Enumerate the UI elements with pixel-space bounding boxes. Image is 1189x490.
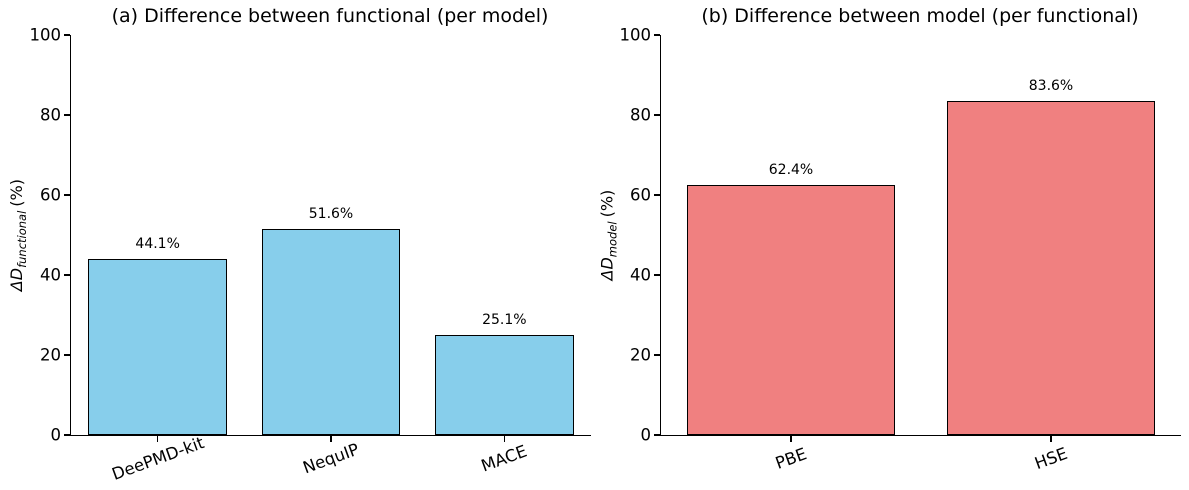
y-tick-mark bbox=[64, 354, 70, 356]
y-axis-symbol: ΔD bbox=[6, 267, 26, 292]
y-axis-units: (%) bbox=[596, 189, 616, 218]
y-axis-label-a: ΔDfunctional (%) bbox=[0, 35, 36, 435]
y-tick-mark bbox=[654, 354, 660, 356]
y-tick-label: 80 bbox=[40, 105, 61, 125]
panel-b: (b) Difference between model (per functi… bbox=[594, 0, 1189, 490]
y-tick-label: 0 bbox=[50, 425, 62, 445]
panel-a: (a) Difference between functional (per m… bbox=[0, 0, 594, 490]
bar bbox=[88, 258, 227, 435]
y-axis-label-text: ΔDmodel (%) bbox=[597, 190, 619, 281]
y-tick-mark bbox=[654, 194, 660, 196]
y-tick-mark bbox=[654, 34, 660, 36]
bar bbox=[687, 185, 895, 435]
y-tick-mark bbox=[654, 114, 660, 116]
x-tick-mark bbox=[330, 436, 332, 442]
bar bbox=[261, 228, 401, 435]
chart-title-b: (b) Difference between model (per functi… bbox=[701, 5, 1139, 27]
y-tick-label: 40 bbox=[630, 265, 651, 285]
y-tick-label: 0 bbox=[640, 425, 652, 445]
y-axis-subscript: model bbox=[605, 221, 620, 258]
y-tick-mark bbox=[654, 274, 660, 276]
bar-value-label: 83.6% bbox=[1028, 77, 1074, 94]
y-axis-units: (%) bbox=[6, 178, 26, 207]
y-tick-mark bbox=[64, 434, 70, 436]
bar-value-label: 25.1% bbox=[482, 311, 527, 328]
plot-area: 0 20 40 60 80 100 44.1% DeePMD-kit 51.6% NequIP 25… bbox=[30, 26, 591, 484]
y-axis-label-b: ΔDmodel (%) bbox=[590, 35, 626, 435]
bar-value-label: 44.1% bbox=[135, 235, 180, 252]
y-tick-mark bbox=[654, 434, 660, 436]
y-axis-subscript: functional bbox=[15, 210, 30, 268]
bar bbox=[947, 100, 1155, 435]
bar-value-label: 62.4% bbox=[768, 162, 814, 179]
y-tick-label: 100 bbox=[619, 25, 652, 45]
y-tick-mark bbox=[64, 274, 70, 276]
y-tick-mark bbox=[64, 34, 70, 36]
x-tick-mark bbox=[503, 436, 505, 442]
bar bbox=[435, 334, 574, 435]
y-tick-label: 100 bbox=[29, 25, 62, 45]
bar-value-label: 51.6% bbox=[308, 205, 354, 222]
y-tick-label: 80 bbox=[630, 105, 651, 125]
y-tick-mark bbox=[64, 114, 70, 116]
plot-area: 0 20 40 60 80 100 62.4% PBE 83.6% HSE bbox=[620, 26, 1181, 473]
y-axis-label-text: ΔDfunctional (%) bbox=[7, 179, 29, 291]
x-tick-mark bbox=[157, 436, 159, 442]
y-tick-mark bbox=[64, 194, 70, 196]
y-tick-label: 40 bbox=[40, 265, 61, 285]
y-axis-symbol: ΔD bbox=[596, 257, 616, 281]
x-tick-mark bbox=[790, 436, 792, 442]
y-tick-label: 20 bbox=[630, 345, 651, 365]
y-tick-label: 60 bbox=[630, 185, 651, 205]
y-tick-label: 20 bbox=[40, 345, 61, 365]
x-tick-mark bbox=[1050, 436, 1052, 442]
chart-title-a: (a) Difference between functional (per m… bbox=[111, 5, 549, 27]
y-tick-label: 60 bbox=[40, 185, 61, 205]
